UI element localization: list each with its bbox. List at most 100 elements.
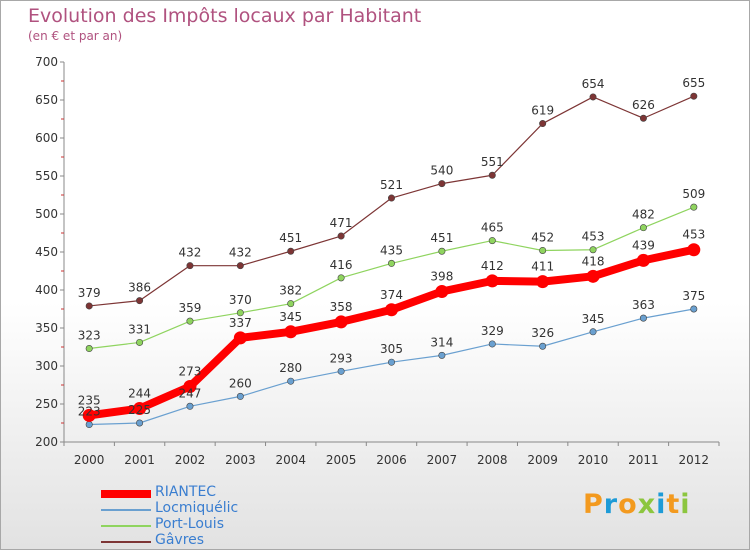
data-label: 451 <box>430 231 453 245</box>
data-point <box>488 237 496 245</box>
data-point <box>589 328 597 336</box>
legend-item: Gâvres <box>101 532 301 550</box>
data-label: 412 <box>481 259 504 273</box>
legend: RIANTEC Locmiquélic Port-Louis Gâvres <box>101 484 301 550</box>
x-tick-label: 2003 <box>225 453 256 467</box>
data-label: 358 <box>330 300 353 314</box>
data-point <box>82 408 96 422</box>
data-label: 540 <box>430 164 453 178</box>
y-tick-label: 300 <box>35 359 58 373</box>
data-point <box>387 194 395 202</box>
logo-letter: P <box>583 489 604 520</box>
data-point <box>85 421 93 429</box>
data-label: 359 <box>179 301 202 315</box>
data-point <box>639 114 647 122</box>
axes: 200 250 300 350 400 450 500 550 600 650 700 2000 200… <box>35 55 720 467</box>
data-point <box>284 325 298 339</box>
series-line <box>88 206 695 350</box>
data-point <box>337 232 345 240</box>
x-tick-label: 2005 <box>326 453 357 467</box>
data-point <box>586 269 600 283</box>
data-point <box>690 305 698 313</box>
data-point <box>690 92 698 100</box>
legend-label: Locmiquélic <box>155 500 239 516</box>
legend-label: Port-Louis <box>155 516 224 532</box>
data-label: 314 <box>430 335 453 349</box>
data-label: 398 <box>430 270 453 284</box>
data-label: 521 <box>380 178 403 192</box>
legend-swatch <box>101 525 151 527</box>
legend-item: Locmiquélic <box>101 500 301 518</box>
data-point <box>589 93 597 101</box>
data-label: 411 <box>531 260 554 274</box>
data-point <box>385 303 398 317</box>
data-label: 382 <box>279 284 302 298</box>
x-tick-label: 2010 <box>578 453 609 467</box>
y-tick-label: 500 <box>35 207 58 221</box>
data-label: 244 <box>128 387 151 401</box>
data-point <box>287 300 295 308</box>
data-point <box>337 367 345 375</box>
data-label: 280 <box>279 361 302 375</box>
data-point <box>236 392 244 400</box>
data-point <box>536 275 550 289</box>
data-point <box>287 377 295 385</box>
proxiti-logo: Proxiti <box>583 489 691 520</box>
x-tick-label: 2000 <box>74 453 105 467</box>
data-label: 247 <box>179 386 202 400</box>
data-label: 432 <box>229 246 252 260</box>
data-labels: 379 386 432 432 451 471 521 540 551 619 654 626 655 3… <box>78 76 706 418</box>
data-label: 471 <box>330 216 353 230</box>
data-label: 370 <box>229 293 252 307</box>
data-label: 451 <box>279 231 302 245</box>
data-point <box>133 402 147 416</box>
data-point <box>539 246 547 254</box>
data-point <box>136 419 144 427</box>
data-point <box>183 380 197 394</box>
logo-letter: x <box>637 489 657 520</box>
data-point <box>485 274 499 288</box>
data-label: 386 <box>128 281 151 295</box>
data-label: 551 <box>481 155 504 169</box>
y-tick-label: 450 <box>35 245 58 259</box>
x-tick-label: 2012 <box>679 453 710 467</box>
legend-item: Port-Louis <box>101 516 301 534</box>
data-label: 345 <box>582 312 605 326</box>
x-tick-label: 2001 <box>124 453 155 467</box>
y-tick-label: 550 <box>35 169 58 183</box>
logo-letter: i <box>656 489 667 520</box>
logo-letter: o <box>618 489 638 520</box>
data-point <box>136 338 144 346</box>
data-label: 235 <box>78 393 101 407</box>
x-tick-label: 2004 <box>275 453 306 467</box>
x-tick-label: 2011 <box>628 453 659 467</box>
legend-swatch <box>101 541 151 543</box>
data-point <box>589 246 597 254</box>
data-label: 323 <box>78 329 101 343</box>
data-label: 305 <box>380 342 403 356</box>
data-point <box>387 358 395 366</box>
data-label: 452 <box>531 230 554 244</box>
data-point <box>639 224 647 232</box>
data-label: 654 <box>582 77 605 91</box>
data-points <box>82 92 701 429</box>
data-label: 374 <box>380 288 403 302</box>
x-tick-label: 2008 <box>477 453 508 467</box>
data-label: 273 <box>179 365 202 379</box>
data-label: 416 <box>330 258 353 272</box>
data-point <box>287 247 295 255</box>
legend-swatch <box>101 490 151 498</box>
data-point <box>488 340 496 348</box>
y-tick-label: 400 <box>35 283 58 297</box>
data-point <box>186 402 194 410</box>
data-label: 326 <box>531 326 554 340</box>
legend-label: RIANTEC <box>155 484 217 500</box>
data-label: 363 <box>632 298 655 312</box>
data-label: 337 <box>229 316 252 330</box>
data-label: 435 <box>380 243 403 257</box>
data-point <box>690 203 698 211</box>
data-label: 432 <box>179 246 202 260</box>
legend-label: Gâvres <box>155 532 205 548</box>
data-point <box>488 171 496 179</box>
